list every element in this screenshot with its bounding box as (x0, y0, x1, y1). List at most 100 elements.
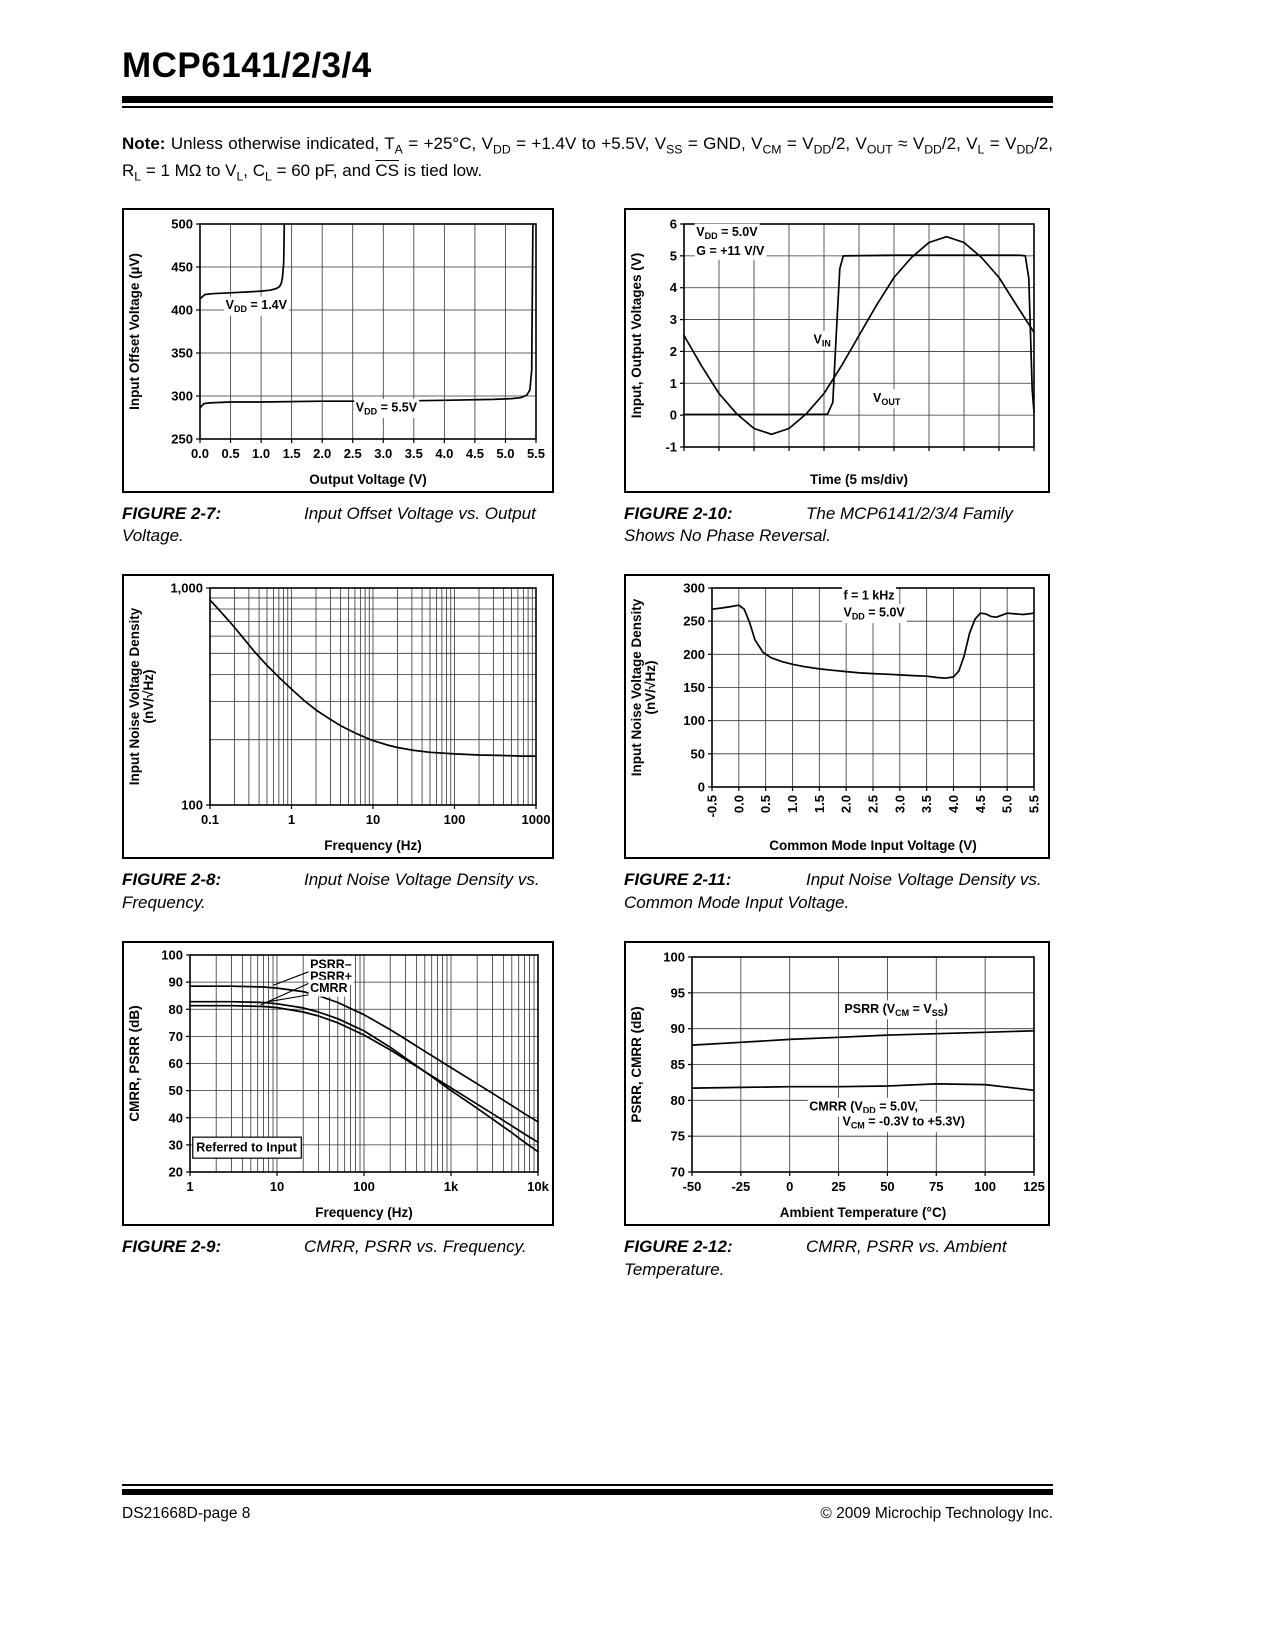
svg-text:4.0: 4.0 (435, 446, 453, 461)
svg-text:1: 1 (670, 375, 677, 390)
svg-text:VDD = 5.5V: VDD = 5.5V (356, 400, 418, 416)
svg-text:Input Noise Voltage Density: Input Noise Voltage Density (127, 608, 142, 786)
figure-2-8-svg: 0.1 1 10 100 1000 100 1,000 Frequency (Hz) Input… (127, 581, 550, 854)
footer-rule-thin (122, 1484, 1053, 1486)
svg-text:5.0: 5.0 (496, 446, 514, 461)
svg-text:150: 150 (683, 680, 705, 695)
figure-2-9-svg: 1 10 100 1k 10k2030405060708090100PSRR–PSRR+… (127, 948, 550, 1221)
svg-text:3.0: 3.0 (892, 795, 907, 813)
svg-text:100: 100 (444, 812, 466, 827)
figure-2-7-caption-label: FIGURE 2-7: (122, 503, 222, 523)
svg-text:350: 350 (171, 345, 193, 360)
svg-text:4.0: 4.0 (946, 795, 961, 813)
svg-text:CMRR: CMRR (310, 981, 348, 995)
figure-2-12-caption-label: FIGURE 2-12: (624, 1237, 733, 1257)
svg-text:100: 100 (663, 950, 685, 965)
figure-2-10-caption-label: FIGURE 2-10: (624, 503, 733, 523)
figure-2-7: 0.0 0.5 1.0 1.5 2.0 2.5 3.0 3.5 4.0 4.5 5.0 5.5 250 3… (122, 207, 554, 549)
svg-text:VDD = 5.0V: VDD = 5.0V (843, 606, 905, 622)
svg-text:Input, Output Voltages (V): Input, Output Voltages (V) (629, 252, 644, 417)
svg-text:0.0: 0.0 (731, 795, 746, 813)
figure-2-9-caption-label: FIGURE 2-9: (122, 1237, 222, 1257)
svg-text:0: 0 (786, 1179, 793, 1194)
footer-row: DS21668D-page 8 © 2009 Microchip Technol… (122, 1505, 1053, 1523)
figure-2-12-caption-text: CMRR, PSRR vs. Ambient Temperature. (624, 1237, 1007, 1280)
svg-text:0: 0 (670, 407, 677, 422)
svg-text:-50: -50 (683, 1179, 702, 1194)
svg-text:1: 1 (288, 812, 295, 827)
svg-text:300: 300 (171, 388, 193, 403)
figure-2-11: -0.5 0.0 0.5 1.0 1.5 2.0 2.5 3.0 3.5 4.0 4.5 5.0 5.5… (624, 574, 1050, 915)
svg-text:CMRR (VDD = 5.0V,: CMRR (VDD = 5.0V, (809, 1100, 918, 1116)
figure-2-9-caption: FIGURE 2-9: CMRR, PSRR vs. Frequency. (122, 1236, 554, 1259)
svg-text:0.5: 0.5 (222, 446, 240, 461)
svg-text:0.1: 0.1 (201, 812, 219, 827)
figure-2-11-series-noise-vs-vcm (711, 604, 1035, 680)
svg-text:3.5: 3.5 (919, 795, 934, 813)
svg-text:30: 30 (169, 1138, 183, 1153)
svg-text:-0.5: -0.5 (705, 795, 720, 817)
svg-text:2.0: 2.0 (839, 795, 854, 813)
svg-text:250: 250 (171, 431, 193, 446)
svg-text:VIN: VIN (814, 332, 831, 348)
svg-text:2.5: 2.5 (866, 795, 881, 813)
figure-2-10-chart: -1 0 1 2 3 4 5 6 VDD = 5.0V G = +11 V/V VIN VOUT Tim… (624, 207, 1050, 493)
figure-2-9-series-CMRR (189, 1001, 539, 1153)
svg-text:20: 20 (169, 1165, 183, 1180)
svg-text:100: 100 (683, 714, 705, 729)
svg-text:4: 4 (670, 280, 678, 295)
svg-text:75: 75 (929, 1179, 943, 1194)
figure-2-9-series-PSRR-minus (189, 985, 539, 1123)
svg-text:2.0: 2.0 (313, 446, 331, 461)
svg-text:VCM = -0.3V to +5.3V): VCM = -0.3V to +5.3V) (842, 1115, 964, 1131)
figure-2-12-caption: FIGURE 2-12: CMRR, PSRR vs. Ambient Tempe… (624, 1236, 1050, 1282)
svg-text:1.5: 1.5 (283, 446, 301, 461)
figure-2-11-caption-text: Input Noise Voltage Density vs. Common M… (624, 870, 1042, 913)
figure-2-7-series-VDD-1.4V (199, 222, 286, 300)
figure-2-7-svg: 0.0 0.5 1.0 1.5 2.0 2.5 3.0 3.5 4.0 4.5 5.0 5.5 250 3… (127, 216, 545, 487)
svg-text:Input Offset Voltage (µV): Input Offset Voltage (µV) (127, 253, 142, 410)
svg-text:Time (5 ms/div): Time (5 ms/div) (810, 472, 908, 487)
figure-2-10-series-VIN (683, 235, 1035, 435)
svg-text:1.0: 1.0 (252, 446, 270, 461)
svg-text:1.5: 1.5 (812, 795, 827, 813)
svg-text:CMRR, PSRR (dB): CMRR, PSRR (dB) (127, 1006, 142, 1122)
svg-text:70: 70 (671, 1165, 685, 1180)
svg-text:100: 100 (353, 1179, 375, 1194)
svg-text:6: 6 (670, 216, 677, 231)
figure-2-8-series-noise-density (209, 599, 537, 758)
svg-text:5.5: 5.5 (527, 446, 545, 461)
figure-2-12-series-CMRR (691, 1083, 1035, 1092)
svg-text:VOUT: VOUT (873, 390, 901, 406)
svg-text:50: 50 (880, 1179, 894, 1194)
svg-text:60: 60 (169, 1056, 183, 1071)
svg-text:1.0: 1.0 (785, 795, 800, 813)
svg-text:f = 1 kHz: f = 1 kHz (843, 589, 894, 603)
figure-2-9: 1 10 100 1k 10k 20 30 40 50 60 70 80 90 100 PSRR– PSRR+… (122, 941, 554, 1282)
svg-text:400: 400 (171, 302, 193, 317)
figure-2-7-series-VDD-5.5V (199, 222, 534, 409)
svg-text:3: 3 (670, 312, 677, 327)
figure-2-12-svg: -50 -25 0 25 50 75 100 125 70 75 80 85 90 95 100 PSRR (… (629, 950, 1045, 1221)
svg-text:0: 0 (698, 780, 705, 795)
svg-text:10k: 10k (527, 1179, 549, 1194)
svg-text:0.0: 0.0 (191, 446, 209, 461)
figure-2-8-caption: FIGURE 2-8: Input Noise Voltage Density v… (122, 869, 554, 915)
page-footer: DS21668D-page 8 © 2009 Microchip Technol… (122, 1484, 1053, 1523)
figures-grid: 0.0 0.5 1.0 1.5 2.0 2.5 3.0 3.5 4.0 4.5 5.0 5.5 250 3… (122, 207, 1053, 1309)
figure-2-8: 0.1 1 10 100 1000 100 1,000 Frequency (Hz) Input… (122, 574, 554, 915)
figure-2-10-caption: FIGURE 2-10: The MCP6141/2/3/4 Family Sho… (624, 503, 1050, 549)
svg-text:95: 95 (671, 986, 685, 1001)
svg-text:0.5: 0.5 (758, 795, 773, 813)
svg-text:500: 500 (171, 216, 193, 231)
svg-text:50: 50 (169, 1083, 183, 1098)
figure-2-12: -50 -25 0 25 50 75 100 125 70 75 80 85 90 95 100 PSRR (… (624, 941, 1050, 1282)
header-rule-thick (122, 96, 1053, 103)
footer-rule-thick (122, 1489, 1053, 1495)
svg-text:(nV/√Hz): (nV/√Hz) (643, 661, 658, 715)
figure-2-8-caption-text: Input Noise Voltage Density vs. Frequenc… (122, 870, 540, 913)
figure-2-9-series-PSRR-plus (189, 1005, 539, 1144)
svg-text:100: 100 (161, 948, 183, 963)
svg-text:40: 40 (169, 1111, 183, 1126)
